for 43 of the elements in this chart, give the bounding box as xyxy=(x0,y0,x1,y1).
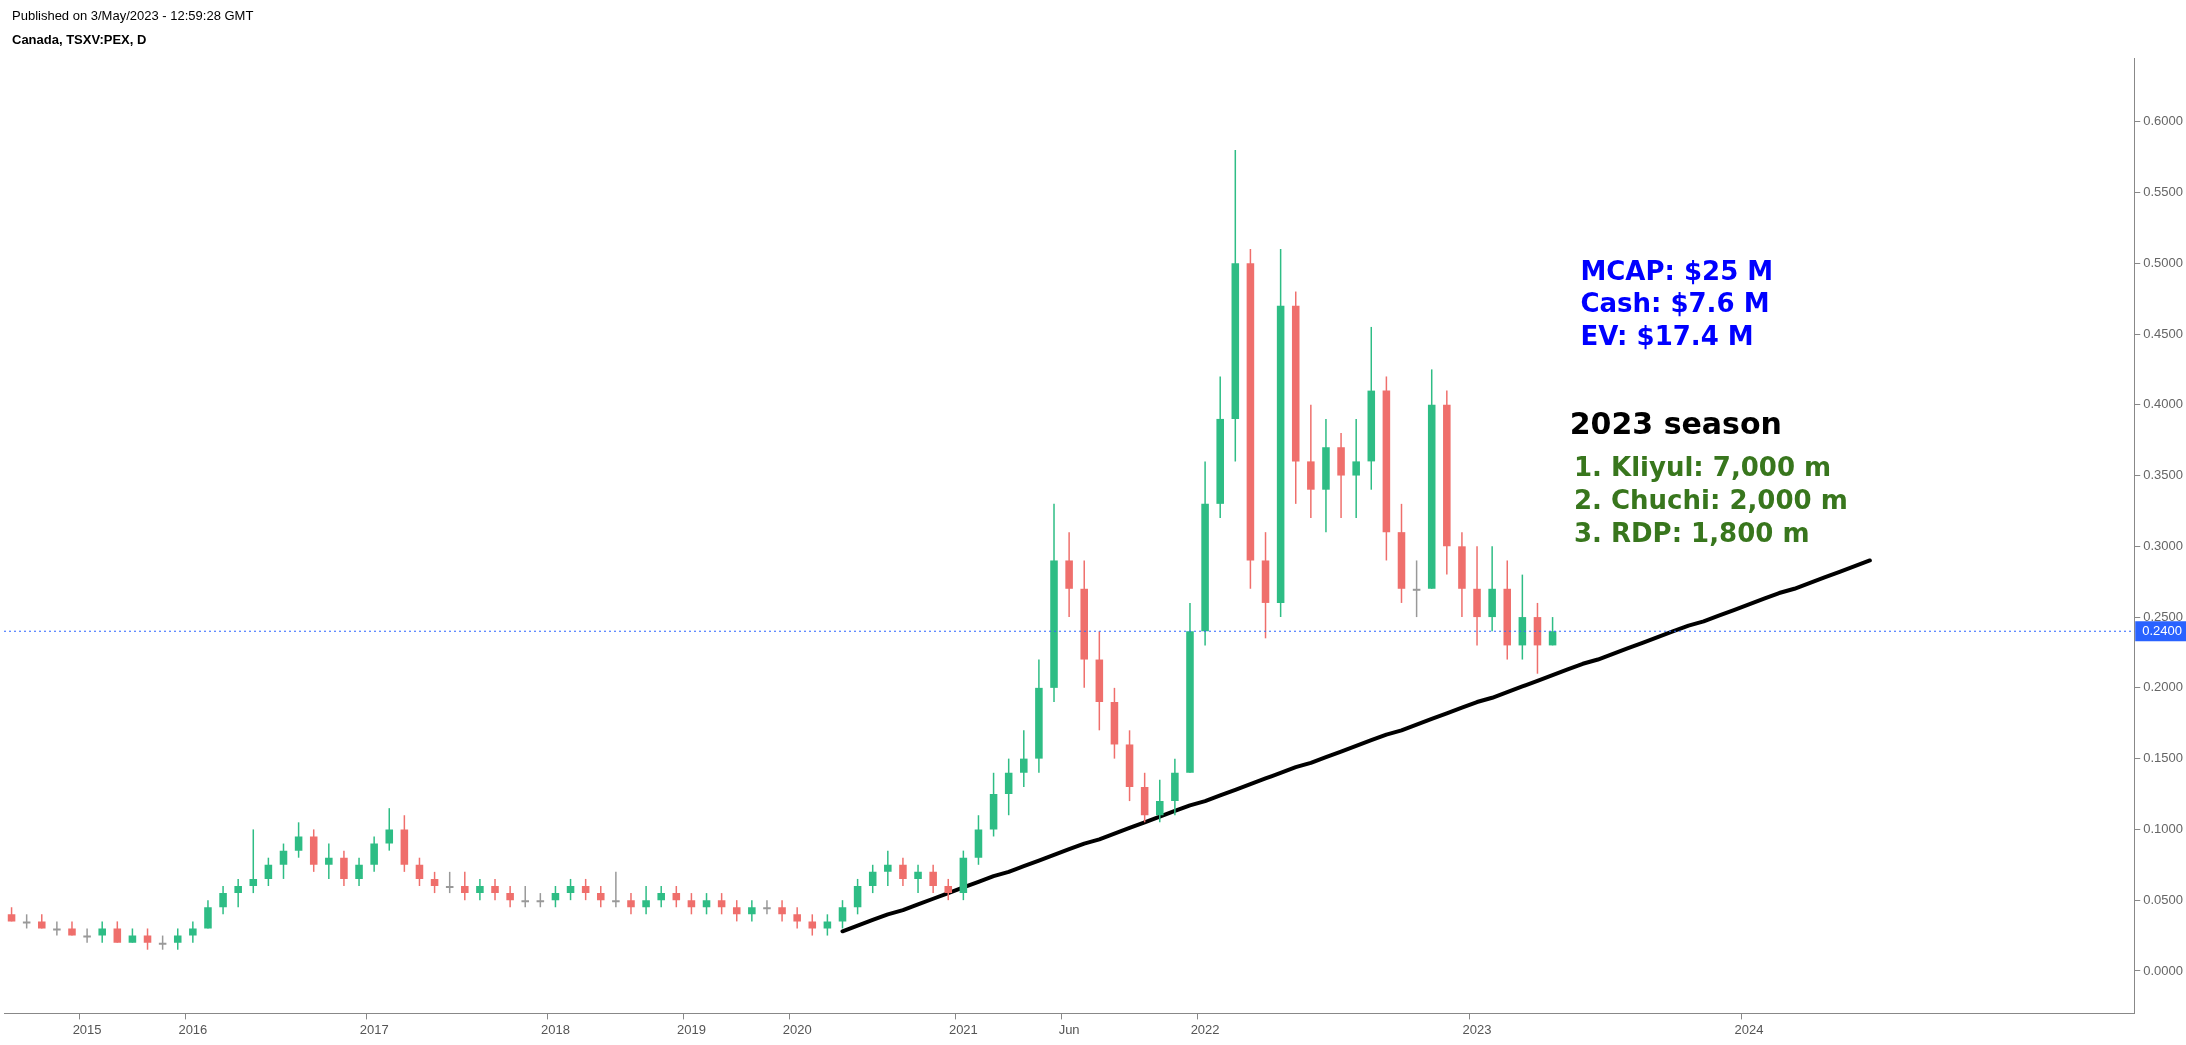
y-tick-label: 0.6000 xyxy=(2143,113,2183,129)
y-tick-label: 0.4500 xyxy=(2143,325,2183,341)
y-tick-label: 0.1500 xyxy=(2143,750,2183,766)
candlestick xyxy=(1291,290,1300,505)
x-tick-label: 2022 xyxy=(1190,1021,1220,1037)
candlestick xyxy=(98,920,106,944)
x-tick-label: 2015 xyxy=(72,1021,102,1037)
y-tick-label: 0.4000 xyxy=(2143,396,2183,412)
chart-title: Canada, TSXV:PEX, D xyxy=(12,32,147,47)
x-tick-label: 2023 xyxy=(1462,1021,1492,1037)
annotation: 3. RDP: 1,800 m xyxy=(1573,518,1810,549)
annotation: 2. Chuchi: 2,000 m xyxy=(1573,485,1848,516)
x-tick-label: 2021 xyxy=(948,1021,978,1037)
y-tick-label: 0.2000 xyxy=(2143,679,2183,695)
x-tick-label: 2018 xyxy=(540,1021,570,1037)
x-tick-label: 2020 xyxy=(782,1021,812,1037)
y-tick-label: 0.0000 xyxy=(2143,962,2183,978)
y-tick-label: 0.2500 xyxy=(2143,608,2183,624)
x-tick-label: 2024 xyxy=(1734,1021,1764,1037)
y-tick-label: 0.0500 xyxy=(2143,891,2183,907)
y-tick-label: 0.5000 xyxy=(2143,254,2183,270)
ref-line-label: 0.2400 xyxy=(2142,622,2182,638)
candlestick xyxy=(68,920,76,937)
annotation: EV: $17.4 M xyxy=(1580,320,1754,351)
candlestick xyxy=(732,899,741,923)
candlestick xyxy=(1503,559,1512,661)
chart-subtitle: Published on 3/May/2023 - 12:59:28 GMT xyxy=(12,8,254,23)
y-tick-label: 0.3500 xyxy=(2143,467,2183,483)
annotation: MCAP: $25 M xyxy=(1580,255,1774,286)
annotation: 1. Kliyul: 7,000 m xyxy=(1573,451,1832,482)
candlestick xyxy=(944,878,953,901)
x-tick-label: 2016 xyxy=(178,1021,208,1037)
annotation: 2023 season xyxy=(1569,405,1782,441)
candlestick xyxy=(189,920,197,944)
annotation: Cash: $7.6 M xyxy=(1580,288,1770,319)
x-tick-label: Jun xyxy=(1058,1021,1080,1037)
candlestick xyxy=(173,927,182,951)
y-tick-label: 0.1000 xyxy=(2143,820,2183,836)
x-tick-label: 2019 xyxy=(676,1021,706,1037)
x-tick-label: 2017 xyxy=(359,1021,389,1037)
y-tick-label: 0.5500 xyxy=(2143,184,2183,200)
y-tick-label: 0.3000 xyxy=(2143,537,2183,553)
candlestick xyxy=(385,807,394,852)
